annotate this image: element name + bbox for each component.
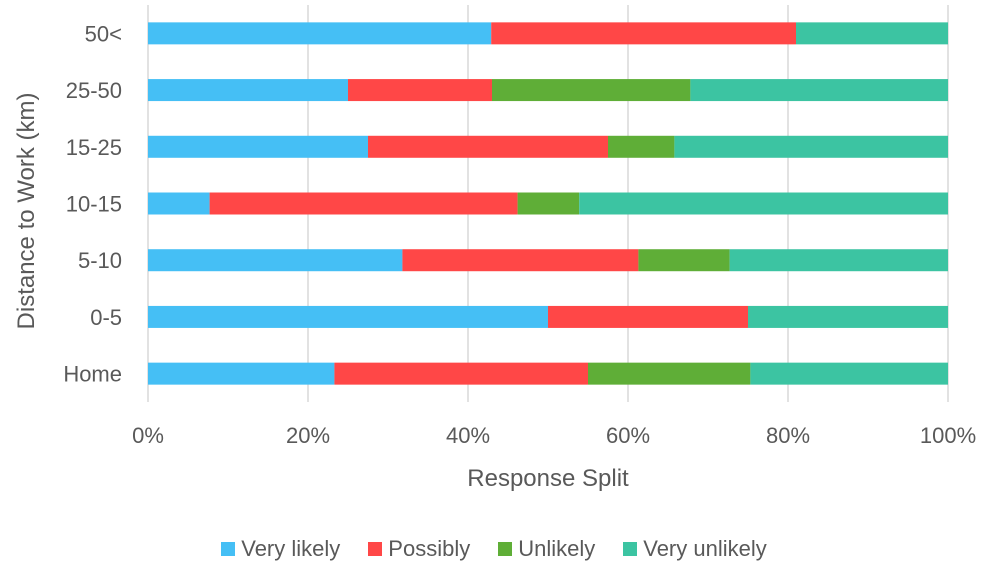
bar-segment [579,192,948,215]
x-tick-label: 0% [132,423,164,448]
bar-segment [748,305,948,328]
y-tick-label: 50< [85,21,122,46]
y-tick-label: 5-10 [78,248,122,273]
legend-label: Very unlikely [643,536,767,561]
bar-segment [491,22,796,45]
bar-segment [148,192,210,215]
bar-segment [148,79,348,102]
legend: Very likely Possibly Unlikely Very unlikely [0,536,988,562]
bar-segment [638,249,730,272]
legend-item: Very likely [221,536,340,562]
bar-segment [690,79,948,102]
legend-item: Unlikely [498,536,595,562]
bar-segment [348,79,492,102]
bar-segment [492,79,691,102]
legend-label: Very likely [241,536,341,561]
legend-swatch [623,542,638,556]
bar-segment [148,305,548,328]
bar-segment [608,135,675,158]
bar-segment [148,22,492,45]
bar-segment [517,192,580,215]
x-axis-title: Response Split [467,465,629,492]
legend-label: Possibly [388,536,471,561]
bar-segment [148,135,368,158]
bar-segment [402,249,639,272]
y-axis-title: Distance to Work (km) [13,93,40,330]
x-tick-label: 80% [766,423,810,448]
bar-segment [729,249,948,272]
y-tick-label: Home [63,362,122,387]
bar-segment [588,362,751,385]
bar-segment [368,135,608,158]
stacked-bar-chart: Home 0-5 5-10 10-15 15-25 25-50 50< 0% 20% 40% 60… [13,5,976,492]
bar-segment [148,362,335,385]
legend-swatch [498,542,513,556]
legend-swatch [221,542,236,556]
legend-item: Very unlikely [623,536,767,562]
bar-segment [674,135,948,158]
x-tick-label: 40% [446,423,490,448]
x-tick-labels: 0% 20% 40% 60% 80% 100% [132,423,976,448]
bar-segment [548,305,748,328]
x-tick-label: 100% [920,423,976,448]
x-tick-label: 20% [286,423,330,448]
legend-item: Possibly [368,536,470,562]
y-tick-label: 25-50 [66,78,122,103]
x-tick-label: 60% [606,423,650,448]
y-tick-label: 10-15 [66,192,122,217]
bar-segment [334,362,588,385]
bars [148,22,948,385]
bar-segment [796,22,948,45]
legend-label: Unlikely [518,536,596,561]
bar-segment [148,249,403,272]
bar-segment [209,192,518,215]
bar-segment [750,362,948,385]
y-tick-labels: Home 0-5 5-10 10-15 15-25 25-50 50< [63,21,122,386]
y-tick-label: 15-25 [66,135,122,160]
y-tick-label: 0-5 [90,305,122,330]
legend-swatch [368,542,383,556]
